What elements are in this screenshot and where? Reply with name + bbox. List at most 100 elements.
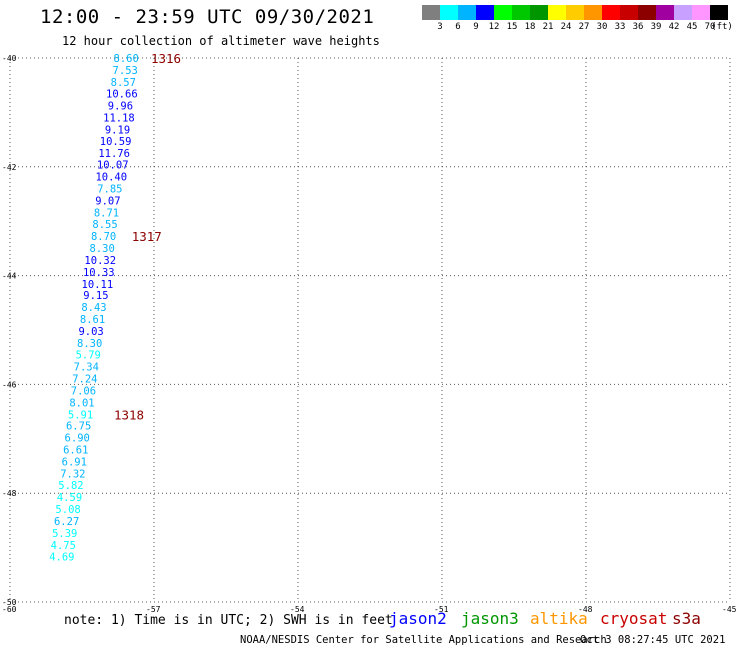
swh-value-label: 8.71 [94,207,119,219]
colorbar-swatch [548,5,566,20]
pass-number-label: 1317 [132,229,162,244]
footer-credit: NOAA/NESDIS Center for Satellite Applica… [240,634,607,646]
swh-value-label: 5.39 [52,528,77,540]
colorbar-label: 42 [668,22,680,32]
colorbar-label: 27 [578,22,590,32]
swh-value-label: 5.82 [58,480,83,492]
swh-value-label: 7.85 [97,184,122,196]
colorbar-label: 45 [686,22,698,32]
y-tick-label: -46 [2,380,17,389]
swh-value-label: 8.01 [69,397,94,409]
footer-note: note: 1) Time is in UTC; 2) SWH is in fe… [64,613,393,628]
swh-value-label: 4.69 [49,551,74,563]
colorbar-label: 70 [704,22,716,32]
swh-value-label: 7.06 [71,385,96,397]
swh-value-label: 7.32 [60,469,85,481]
x-tick-label: -48 [578,605,593,614]
colorbar-swatch [602,5,620,20]
colorbar-label: 33 [614,22,626,32]
swh-value-label: 10.40 [95,172,127,184]
swh-value-label: 8.55 [92,219,117,231]
colorbar-label: 9 [473,22,479,32]
colorbar-swatch [458,5,476,20]
y-tick-label: -40 [2,54,17,63]
colorbar-label: 39 [650,22,662,32]
swh-value-label: 8.61 [80,314,105,326]
x-tick-label: -54 [290,605,305,614]
colorbar-swatch [440,5,458,20]
swh-value-label: 9.96 [108,100,133,112]
colorbar-swatch [656,5,674,20]
swh-value-label: 9.19 [105,124,130,136]
swh-value-label: 5.08 [55,504,80,516]
swh-value-label: 5.91 [68,409,93,421]
swh-value-label: 6.27 [54,516,79,528]
colorbar-swatch [566,5,584,20]
colorbar-label: 12 [488,22,500,32]
colorbar-swatch [476,5,494,20]
swh-value-label: 6.91 [62,457,87,469]
swh-value-label: 10.07 [97,160,129,172]
swh-value-label: 4.75 [51,540,76,552]
footer-timestamp: Oct 3 08:27:45 UTC 2021 [580,634,726,646]
colorbar-swatches [422,5,728,20]
colorbar-label: 36 [632,22,644,32]
colorbar-swatch [512,5,530,20]
swh-value-label: 7.24 [72,373,97,385]
x-tick-label: -51 [434,605,449,614]
y-tick-label: -50 [2,598,17,607]
colorbar-label: 15 [506,22,518,32]
colorbar-swatch [710,5,728,20]
swh-value-label: 9.07 [95,196,120,208]
swh-value-label: 8.60 [114,53,139,65]
colorbar-swatch [584,5,602,20]
page-title: 12:00 - 23:59 UTC 09/30/2021 [40,6,375,28]
swh-value-label: 8.70 [91,231,116,243]
swh-value-label: 10.66 [106,88,138,100]
colorbar-swatch [638,5,656,20]
swh-value-label: 8.57 [111,77,136,89]
colorbar-label: 6 [455,22,461,32]
pass-number-label: 1316 [151,51,181,66]
swh-value-label: 8.43 [81,302,106,314]
x-tick-label: -60 [2,605,17,614]
swh-value-label: 9.03 [78,326,103,338]
sat-jason3: jason3 [461,609,519,628]
swh-value-label: 11.18 [103,112,135,124]
colorbar-swatch [674,5,692,20]
y-tick-label: -42 [2,163,17,172]
swh-value-label: 7.34 [74,361,99,373]
swh-value-label: 10.32 [84,255,116,267]
swh-value-label: 7.53 [113,65,138,77]
colorbar-label: 3 [437,22,443,32]
sat-jason2: jason2 [389,609,447,628]
swh-value-label: 11.76 [98,148,130,160]
swh-value-label: 6.61 [63,445,88,457]
y-tick-label: -48 [2,489,17,498]
swh-value-label: 10.33 [83,267,115,279]
colorbar-label: 30 [596,22,608,32]
swh-value-label: 8.30 [77,338,102,350]
y-tick-label: -44 [2,272,17,281]
swh-value-label: 6.90 [65,433,90,445]
colorbar-label: (ft) [711,22,733,32]
page-subtitle: 12 hour collection of altimeter wave hei… [62,34,380,48]
swh-value-label: 10.59 [100,136,132,148]
sat-s3a: s3a [672,609,701,628]
pass-number-label: 1318 [114,407,144,422]
swh-value-label: 8.30 [90,243,115,255]
swh-value-label: 6.75 [66,421,91,433]
sat-cryosat: cryosat [600,609,668,628]
colorbar-swatch [620,5,638,20]
colorbar-label: 21 [542,22,554,32]
swh-value-label: 5.79 [76,349,101,361]
colorbar-swatch [692,5,710,20]
sat-altika: altika [530,609,588,628]
colorbar-swatch [422,5,440,20]
colorbar-label: 24 [560,22,572,32]
swh-value-label: 9.15 [83,290,108,302]
x-tick-label: -45 [722,605,737,614]
swh-value-label: 4.59 [57,492,82,504]
x-tick-label: -57 [146,605,161,614]
